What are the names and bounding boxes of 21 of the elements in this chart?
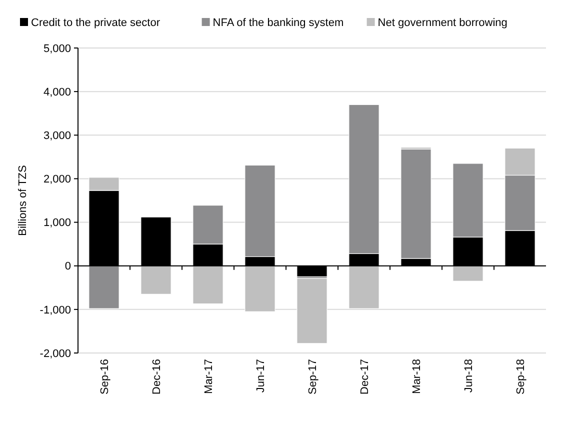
x-tick-label: Jun-18 — [462, 359, 475, 393]
y-tick-label: 5,000 — [43, 42, 71, 55]
y-tick-label: -2,000 — [40, 348, 71, 360]
x-tick-label: Sep-18 — [514, 359, 527, 394]
x-tick-label: Sep-17 — [306, 359, 319, 394]
x-tick-label: Dec-16 — [150, 359, 163, 394]
legend-label: Credit to the private sector — [31, 17, 160, 29]
y-tick-label: 4,000 — [43, 86, 71, 98]
y-axis-title: Billions of TZS — [17, 165, 29, 236]
y-tick-label: 1,000 — [43, 217, 71, 230]
y-tick-label: -1,000 — [40, 304, 71, 316]
x-tick-label: Jun-17 — [254, 359, 267, 393]
x-tick-label: Mar-17 — [202, 359, 215, 394]
x-tick-label: Dec-17 — [358, 359, 371, 394]
x-tick-label: Mar-18 — [410, 359, 423, 394]
legend-label: Net government borrowing — [378, 17, 508, 29]
legend-label: NFA of the banking system — [212, 17, 344, 29]
x-tick-label: Sep-16 — [98, 359, 111, 394]
y-tick-label: 0 — [64, 260, 71, 273]
y-tick-label: 2,000 — [43, 174, 71, 186]
y-tick-label: 3,000 — [43, 130, 71, 142]
